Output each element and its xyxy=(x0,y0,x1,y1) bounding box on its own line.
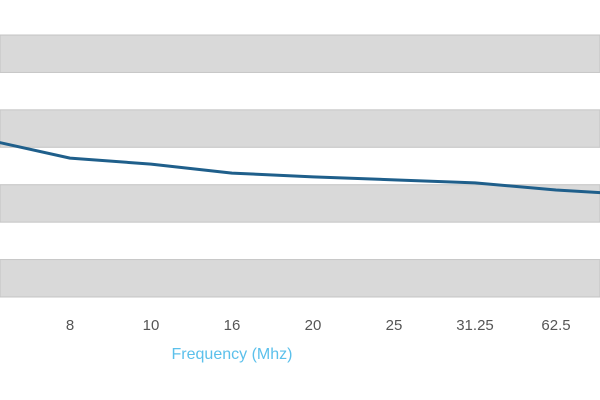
grid-band xyxy=(0,259,600,298)
data-line xyxy=(0,141,600,195)
x-tick-label: 31.25 xyxy=(456,317,494,334)
x-axis-title: Frequency (Mhz) xyxy=(172,346,293,363)
x-tick-label: 20 xyxy=(305,317,322,334)
grid-band xyxy=(0,184,600,223)
grid xyxy=(0,34,600,298)
x-tick-label: 16 xyxy=(224,317,241,334)
x-tick-label: 25 xyxy=(386,317,403,334)
grid-band xyxy=(0,34,600,73)
x-tick-label: 62.5 xyxy=(541,317,570,334)
grid-band xyxy=(0,109,600,148)
x-tick-label: 8 xyxy=(66,317,74,334)
x-tick-label: 10 xyxy=(143,317,160,334)
